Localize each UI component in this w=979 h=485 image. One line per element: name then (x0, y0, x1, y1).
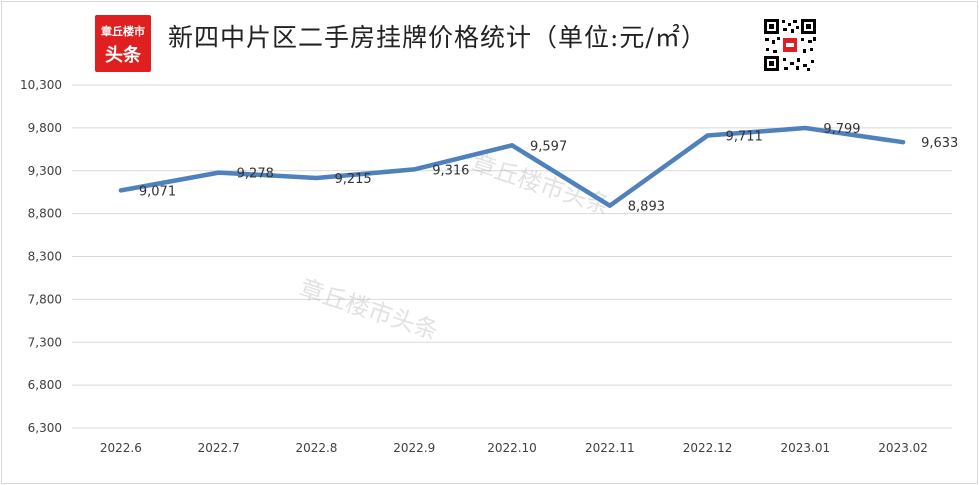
data-label: 9,799 (823, 122, 860, 137)
logo-text-top: 章丘楼市 (101, 25, 145, 38)
watermark: 章丘楼市头条 (296, 274, 442, 345)
x-tick-label: 2022.9 (393, 441, 435, 455)
x-tick-label: 2022.12 (683, 441, 733, 455)
y-tick-label: 9,800 (28, 121, 62, 135)
y-tick-label: 6,800 (28, 378, 62, 392)
x-tick-label: 2022.11 (585, 441, 635, 455)
brand-logo: 章丘楼市 头条 (95, 15, 151, 72)
y-tick-label: 8,800 (28, 207, 62, 221)
data-label: 9,071 (139, 184, 176, 199)
x-tick-label: 2022.8 (295, 441, 337, 455)
y-tick-label: 9,300 (28, 164, 62, 178)
data-labels: 9,071 9,278 9,215 9,316 9,597 8,893 9,711 9,799… (139, 122, 958, 215)
x-tick-label: 2022.10 (487, 441, 537, 455)
y-tick-label: 10,300 (20, 78, 62, 92)
data-label: 9,215 (334, 172, 371, 187)
y-tick-label: 6,300 (28, 421, 62, 435)
y-tick-label: 8,300 (28, 250, 62, 264)
x-tick-label: 2023.01 (781, 441, 831, 455)
logo-text-bottom: 头条 (105, 45, 141, 66)
gridlines (72, 84, 952, 429)
qr-code-icon (763, 18, 817, 72)
x-tick-label: 2022.6 (100, 441, 142, 455)
data-label: 9,278 (237, 167, 274, 182)
y-tick-label: 7,300 (28, 335, 62, 349)
data-label: 8,893 (628, 200, 665, 215)
y-axis-labels: 6,300 6,800 7,300 7,800 8,300 8,800 9,300 9,800… (20, 78, 62, 435)
x-tick-label: 2023.02 (878, 441, 928, 455)
chart-title: 新四中片区二手房挂牌价格统计（单位:元/㎡） (168, 23, 707, 52)
series-line (118, 125, 906, 208)
x-tick-label: 2022.7 (198, 441, 240, 455)
x-axis-labels: 2022.6 2022.7 2022.8 2022.9 2022.10 2022.11 20… (100, 441, 928, 455)
watermark: 章丘楼市头条 (468, 149, 614, 220)
data-label: 9,711 (726, 130, 763, 145)
data-label: 9,316 (432, 163, 469, 178)
data-label: 9,597 (530, 139, 567, 154)
y-tick-label: 7,800 (28, 292, 62, 306)
data-label: 9,633 (921, 136, 958, 151)
